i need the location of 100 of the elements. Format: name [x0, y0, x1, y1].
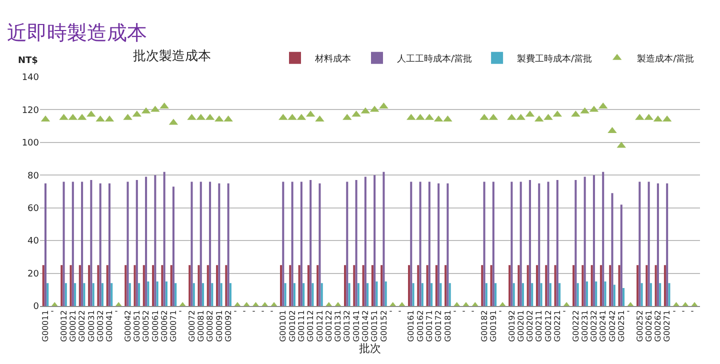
- legend-label: 人工工時成本/當批: [397, 53, 472, 64]
- x-tick-label: G00061: [150, 310, 160, 342]
- bar: [307, 265, 310, 306]
- x-tick-label: ': [233, 310, 242, 312]
- bar: [410, 182, 412, 306]
- x-tick-label: ': [470, 310, 480, 312]
- x-tick-label: G00101: [278, 310, 288, 342]
- x-tick-label: ': [178, 310, 188, 312]
- bar: [448, 283, 451, 306]
- legend-label: 材料成本: [314, 53, 351, 64]
- bar: [90, 180, 92, 306]
- x-tick-label: G00022: [78, 310, 87, 342]
- x-axis-title: 批次: [359, 342, 381, 355]
- bar: [62, 182, 65, 306]
- x-tick-label: ': [50, 310, 60, 312]
- bar: [156, 281, 158, 306]
- bar: [419, 182, 422, 306]
- x-tick-label: G00261: [644, 310, 654, 342]
- x-tick-label: ': [260, 310, 270, 312]
- bar: [428, 182, 430, 306]
- bar: [355, 180, 358, 306]
- x-tick-label: G00081: [196, 310, 206, 342]
- bar: [426, 265, 428, 306]
- x-tick-label: G00052: [142, 310, 151, 342]
- x-tick-label: G00152: [379, 310, 388, 342]
- y-tick-label: 60: [28, 204, 40, 214]
- bar: [376, 281, 378, 306]
- bar: [280, 265, 282, 306]
- x-tick-label: G00121: [315, 310, 324, 342]
- x-tick-label: G00161: [406, 310, 416, 342]
- x-tick-label: ': [388, 310, 398, 312]
- bar: [318, 183, 321, 306]
- bar: [528, 180, 531, 306]
- bar: [554, 265, 556, 306]
- bar: [666, 183, 668, 306]
- bar: [435, 265, 438, 306]
- bar: [636, 265, 639, 306]
- bar: [101, 283, 104, 306]
- bar: [576, 283, 579, 306]
- bar: [508, 265, 511, 306]
- bar: [126, 182, 129, 306]
- bar: [357, 283, 360, 306]
- x-tick-label: ': [242, 310, 252, 312]
- bar: [485, 283, 488, 306]
- bar: [558, 283, 561, 306]
- bar: [600, 265, 602, 306]
- bar: [604, 281, 606, 306]
- x-tick-label: G00092: [224, 310, 233, 342]
- x-tick-label: G00071: [169, 310, 178, 342]
- x-tick-label: G00252: [635, 310, 644, 342]
- bar: [440, 283, 442, 306]
- bar: [218, 183, 220, 306]
- bar: [99, 183, 102, 306]
- x-tick-label: G00171: [425, 310, 434, 342]
- bar: [74, 283, 76, 306]
- bar: [595, 281, 598, 306]
- x-tick-label: G00141: [352, 310, 361, 342]
- y-tick-label: 40: [28, 236, 40, 247]
- bar: [81, 182, 84, 306]
- bar: [536, 265, 538, 306]
- bar: [170, 265, 172, 306]
- bar: [430, 283, 433, 306]
- bar: [494, 283, 497, 306]
- bar: [549, 283, 552, 306]
- bar: [520, 182, 522, 306]
- bar: [492, 182, 494, 306]
- bar: [438, 183, 440, 306]
- bar: [656, 183, 659, 306]
- bar: [618, 265, 620, 306]
- x-tick-label: ': [680, 310, 690, 312]
- bar: [209, 182, 212, 306]
- bar: [147, 281, 150, 306]
- bar: [92, 283, 94, 306]
- bar: [46, 283, 49, 306]
- bar: [310, 180, 312, 306]
- x-tick-label: G00262: [654, 310, 663, 342]
- bar: [284, 283, 286, 306]
- bar: [540, 283, 542, 306]
- x-tick-label: ': [270, 310, 279, 312]
- bar: [362, 265, 364, 306]
- bar: [446, 183, 449, 306]
- x-tick-label: ': [672, 310, 681, 312]
- bar: [289, 265, 292, 306]
- bar: [556, 180, 558, 306]
- x-tick-label: G00172: [434, 310, 444, 342]
- x-tick-label: ': [251, 310, 260, 312]
- bar: [60, 265, 63, 306]
- bar: [174, 283, 177, 306]
- bar: [344, 265, 346, 306]
- x-tick-label: G00221: [553, 310, 562, 342]
- x-tick-label: G00151: [370, 310, 380, 342]
- bar: [206, 265, 209, 306]
- x-tick-label: G00112: [306, 310, 316, 342]
- bar: [412, 283, 414, 306]
- bar: [620, 204, 622, 306]
- bar: [229, 283, 232, 306]
- x-tick-label: G00231: [580, 310, 590, 342]
- bar: [198, 265, 200, 306]
- bar: [227, 183, 230, 306]
- chart-subtitle: 批次製造成本: [133, 49, 211, 64]
